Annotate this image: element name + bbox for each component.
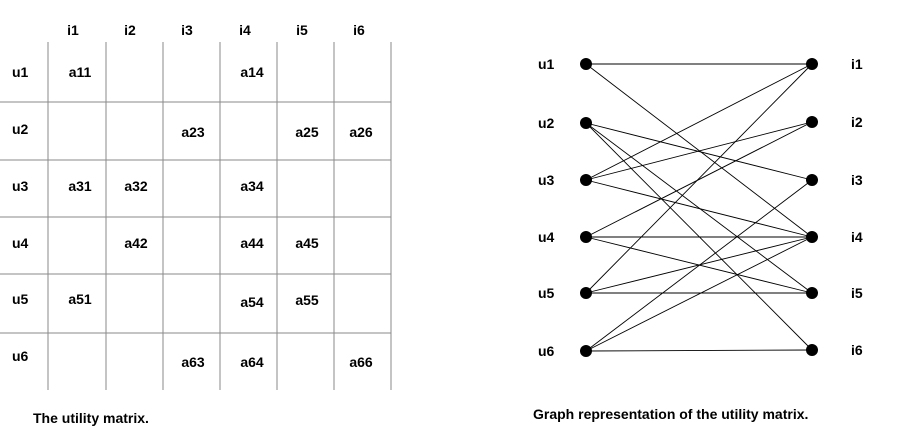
graph-edge — [585, 179, 813, 238]
matrix-cell-value: a23 — [181, 124, 205, 140]
matrix-cell-value: a31 — [68, 178, 92, 194]
matrix-cells: a11 a14 a23 a25 a26 a31 a32 a34 a42 a44 a45 a51 a54 a… — [68, 64, 373, 370]
matrix-cell-value: a42 — [124, 235, 148, 251]
item-node-label: i2 — [851, 114, 863, 130]
item-node-label: i4 — [851, 229, 863, 245]
matrix-row-label: u4 — [12, 235, 29, 251]
user-node — [580, 345, 592, 357]
graph-edge — [585, 349, 813, 352]
matrix-row-label: u1 — [12, 64, 29, 80]
user-node — [580, 287, 592, 299]
matrix-cell-value: a54 — [240, 294, 264, 310]
user-node-label: u4 — [538, 229, 555, 245]
matrix-row-label: u5 — [12, 291, 29, 307]
matrix-cell-value: a45 — [295, 235, 319, 251]
matrix-cell-value: a44 — [240, 235, 264, 251]
matrix-column-labels: i1 i2 i3 i4 i5 i6 — [67, 22, 365, 38]
item-node-label: i3 — [851, 172, 863, 188]
matrix-cell-value: a55 — [295, 292, 319, 308]
user-node-label: u2 — [538, 115, 555, 131]
user-node — [580, 174, 592, 186]
matrix-cell-value: a11 — [69, 64, 92, 80]
matrix-caption: The utility matrix. — [33, 410, 149, 426]
item-node — [806, 231, 818, 243]
item-node — [806, 287, 818, 299]
bipartite-graph: u1 u2 u3 u4 u5 u6 i1 i2 i3 i4 i5 i6 — [538, 56, 863, 359]
item-node-label: i6 — [851, 342, 863, 358]
graph-edge — [585, 121, 813, 238]
matrix-cell-value: a32 — [124, 178, 148, 194]
matrix-grid — [0, 42, 392, 390]
matrix-row-labels: u1 u2 u3 u4 u5 u6 — [12, 64, 29, 364]
graph-edge — [585, 122, 813, 351]
graph-edge — [585, 63, 813, 238]
user-node — [580, 117, 592, 129]
item-node — [806, 58, 818, 70]
user-node — [580, 58, 592, 70]
graph-node-labels: u1 u2 u3 u4 u5 u6 i1 i2 i3 i4 i5 i6 — [538, 56, 863, 359]
matrix-cell-value: a64 — [240, 354, 264, 370]
matrix-cell-value: a14 — [240, 64, 264, 80]
item-node — [806, 174, 818, 186]
matrix-cell-value: a51 — [68, 291, 92, 307]
graph-edge — [585, 121, 813, 181]
graph-edge — [585, 122, 813, 294]
matrix-column-label: i6 — [353, 22, 365, 38]
graph-edge — [585, 63, 813, 294]
matrix-row-label: u6 — [12, 348, 29, 364]
graph-caption: Graph representation of the utility matr… — [533, 406, 808, 422]
user-node — [580, 231, 592, 243]
matrix-cell-value: a25 — [295, 124, 319, 140]
matrix-cell-value: a34 — [240, 178, 264, 194]
matrix-column-label: i4 — [239, 22, 251, 38]
user-node-label: u5 — [538, 285, 555, 301]
graph-nodes — [580, 58, 818, 357]
matrix-row-label: u3 — [12, 178, 29, 194]
matrix-cell-value: a26 — [349, 124, 373, 140]
item-node-label: i5 — [851, 285, 863, 301]
matrix-column-label: i2 — [124, 22, 136, 38]
graph-edge — [585, 63, 813, 181]
item-node — [806, 116, 818, 128]
matrix-column-label: i3 — [181, 22, 193, 38]
user-node-label: u6 — [538, 343, 555, 359]
matrix-column-label: i5 — [296, 22, 308, 38]
graph-edge — [585, 122, 813, 181]
graph-edge — [585, 179, 813, 352]
user-node-label: u3 — [538, 172, 555, 188]
item-node-label: i1 — [851, 56, 863, 72]
matrix-cell-value: a66 — [349, 354, 373, 370]
matrix-column-label: i1 — [67, 22, 79, 38]
user-node-label: u1 — [538, 56, 555, 72]
item-node — [806, 344, 818, 356]
matrix-cell-value: a63 — [181, 354, 205, 370]
matrix-row-label: u2 — [12, 121, 29, 137]
graph-edges — [585, 63, 813, 352]
utility-matrix: i1 i2 i3 i4 i5 i6 u1 u2 u3 u4 u5 u6 a11 a14 a23 a25 a2… — [0, 22, 392, 390]
graph-edge — [585, 236, 813, 352]
